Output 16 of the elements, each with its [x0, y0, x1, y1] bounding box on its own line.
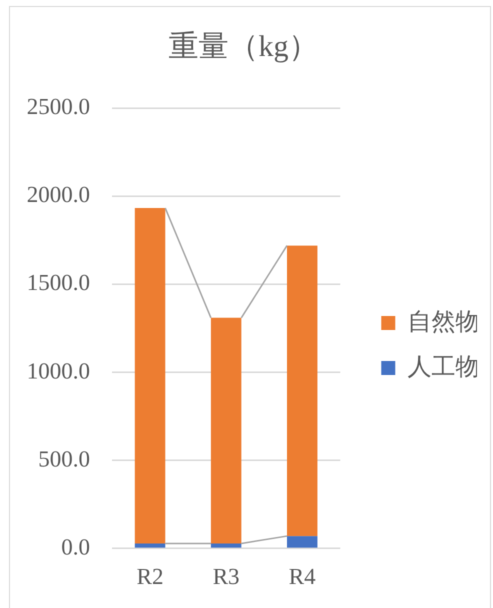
chart-title: 重量（kg） — [168, 30, 318, 63]
x-tick-label: R2 — [136, 564, 164, 590]
bar — [134, 543, 166, 548]
y-tick-label: 1000.0 — [26, 358, 90, 384]
bar — [286, 246, 318, 536]
bar — [210, 543, 242, 548]
y-tick-label: 2500.0 — [26, 94, 90, 120]
y-tick-label: 1500.0 — [26, 270, 90, 296]
x-tick-label: R4 — [288, 564, 316, 590]
y-tick-label: 2000.0 — [26, 182, 90, 208]
bar — [134, 208, 166, 544]
x-tick-label: R3 — [212, 564, 240, 590]
y-tick-label: 0.0 — [61, 534, 90, 560]
bar — [210, 318, 242, 544]
y-tick-label: 500.0 — [38, 446, 90, 472]
bar — [286, 536, 318, 548]
